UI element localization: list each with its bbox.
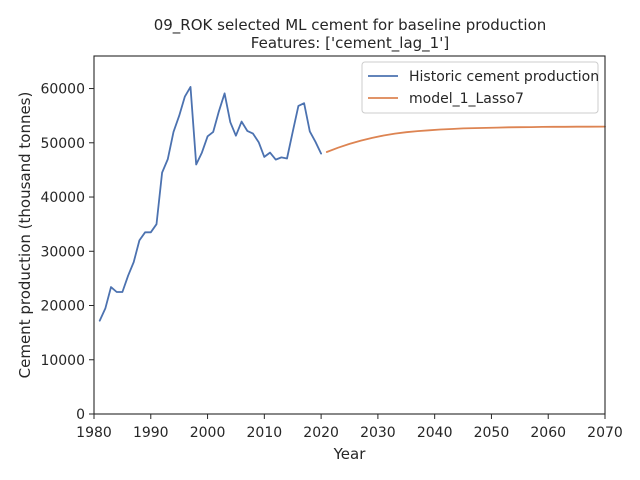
legend-box	[361, 61, 599, 114]
x-tick-label: 2030	[360, 425, 396, 441]
x-tick-label: 2020	[303, 425, 339, 441]
y-tick-label: 0	[76, 407, 85, 423]
y-tick-label: 40000	[40, 190, 85, 206]
chart-title: 09_ROK selected ML cement for baseline p…	[154, 16, 547, 35]
legend: Historic cement production model_1_Lasso…	[361, 61, 599, 114]
y-tick-label: 30000	[40, 244, 85, 260]
y-tick-label: 50000	[40, 136, 85, 152]
x-tick-label: 1990	[133, 425, 169, 441]
x-axis-label: Year	[333, 445, 367, 463]
legend-label-model: model_1_Lasso7	[409, 91, 524, 107]
x-tick-label: 2000	[190, 425, 226, 441]
legend-label-historic: Historic cement production	[409, 69, 599, 85]
x-axis: 1980 1990 2000 2010 2020 2030 2040 2050 2060 2070	[76, 414, 623, 441]
series-line-historic	[98, 86, 323, 322]
x-tick-label: 1980	[76, 425, 112, 441]
y-axis-label: Cement production (thousand tonnes)	[16, 92, 34, 379]
series-line-model	[325, 125, 606, 153]
x-tick-label: 2060	[530, 425, 566, 441]
x-tick-label: 2010	[247, 425, 283, 441]
chart-subtitle: Features: ['cement_lag_1']	[251, 34, 449, 53]
x-tick-label: 2070	[587, 425, 623, 441]
plot-frame	[93, 55, 606, 415]
y-tick-label: 10000	[40, 353, 85, 369]
x-tick-label: 2050	[474, 425, 510, 441]
y-tick-label: 60000	[40, 82, 85, 98]
plot-area	[98, 86, 606, 322]
x-tick-label: 2040	[417, 425, 453, 441]
y-axis: 0 10000 20000 30000 40000 50000 60000	[40, 82, 94, 423]
y-tick-label: 20000	[40, 299, 85, 315]
